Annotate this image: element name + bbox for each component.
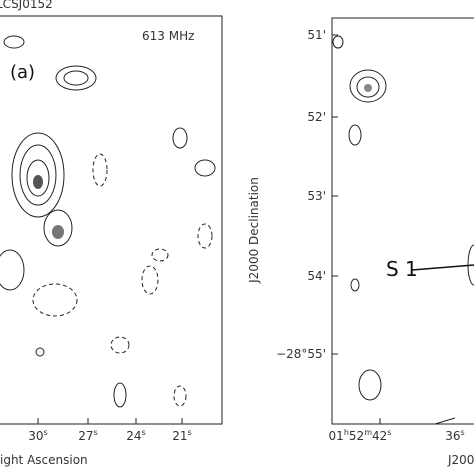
- tick-value: 30: [28, 429, 43, 443]
- y-axis-label: J2000 Declination: [247, 177, 261, 284]
- tick-value: 42: [372, 429, 387, 443]
- x-tick-label: 24s: [126, 428, 145, 443]
- frequency-label: 613 MHz: [142, 29, 194, 43]
- tick-unit: s: [387, 428, 391, 437]
- x-axis-label: ight Ascension: [0, 453, 88, 467]
- tick-value: 21: [172, 429, 187, 443]
- right-frame: [331, 17, 474, 425]
- tick-unit: s: [188, 428, 192, 437]
- x-axis-label: J200: [447, 453, 474, 467]
- source-label: S 1: [386, 257, 418, 281]
- y-tick-label: 53': [307, 189, 326, 203]
- x-tick-label: 21s: [172, 428, 191, 443]
- panel-label: (a): [10, 62, 35, 83]
- tick-unit: h: [344, 428, 349, 437]
- tick-value: 24: [126, 429, 141, 443]
- contours: [0, 35, 216, 408]
- tick-mark: [434, 417, 456, 425]
- tick-unit: s: [142, 428, 146, 437]
- x-tick-label: 30s: [28, 428, 47, 443]
- tick-unit: s: [461, 428, 465, 437]
- x-ticks: 30s 27s 24s 21s: [28, 418, 192, 443]
- tick-unit: s: [94, 428, 98, 437]
- tick-unit: s: [44, 428, 48, 437]
- x-tick-label: 01h52m42s: [329, 428, 392, 443]
- y-tick-label: 54': [307, 269, 326, 283]
- left-frame: [0, 15, 223, 425]
- tick-value: 52: [349, 429, 364, 443]
- source-name: LCSJ0152: [0, 0, 53, 11]
- pointer: [411, 264, 474, 271]
- y-ticks: 51' 52' 53' 54' −28°55': [276, 28, 338, 361]
- y-tick-label: −28°55': [276, 347, 326, 361]
- contours: [332, 35, 474, 401]
- x-tick-label: 27s: [78, 428, 97, 443]
- x-tick-label: 36s: [445, 428, 464, 443]
- tick-value: 36: [445, 429, 460, 443]
- tick-value: 01: [329, 429, 344, 443]
- tick-unit: m: [364, 428, 372, 437]
- y-tick-label: 52': [307, 110, 326, 124]
- x-ticks: 01h52m42s 36s: [329, 417, 465, 443]
- y-tick-label: 51': [307, 28, 326, 42]
- tick-value: 27: [78, 429, 93, 443]
